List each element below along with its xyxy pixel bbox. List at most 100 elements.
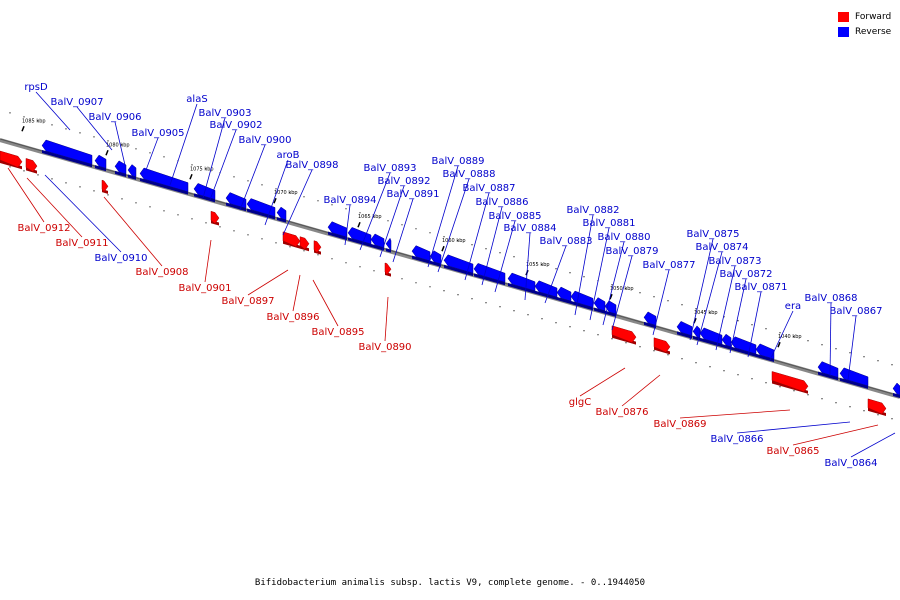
gene-BalV_0905b[interactable] [127, 164, 137, 180]
gene-BalV_0900[interactable] [225, 192, 247, 212]
gene-label-BalV_0880: BalV_0880 [597, 232, 651, 326]
track-dot [247, 234, 249, 236]
track-dot [65, 182, 67, 184]
gene-BalV_0895[interactable] [313, 240, 322, 255]
gene-BalV_0898[interactable] [276, 206, 287, 223]
gene-alaS[interactable] [139, 167, 189, 195]
gene-label-BalV_0889: BalV_0889 [427, 156, 485, 268]
gene-label-BalV_0898: BalV_0898 [282, 160, 339, 236]
gene-BalV_0880[interactable] [593, 297, 606, 314]
track-dot [205, 222, 207, 224]
genome-caption: Bifidobacterium animalis subsp. lactis V… [254, 578, 646, 588]
track-dot [597, 334, 599, 336]
track-dot [765, 382, 767, 384]
gene-BalV_0891[interactable] [385, 237, 392, 253]
svg-text:BalV_0864: BalV_0864 [824, 458, 877, 469]
track-dot [639, 292, 641, 294]
gene-BalV_0897[interactable] [282, 231, 301, 249]
gene-BalV_0912[interactable] [0, 150, 23, 170]
gene-label-BalV_0887: BalV_0887 [462, 183, 516, 281]
track-dot [877, 414, 879, 416]
gene-BalV_0906[interactable] [94, 154, 107, 172]
track-dot [289, 192, 291, 194]
svg-text:BalV_0866: BalV_0866 [710, 434, 763, 445]
track-dot [541, 318, 543, 320]
track-dot [9, 166, 11, 168]
gene-BalV_0875[interactable] [676, 321, 693, 339]
track-dot [807, 340, 809, 342]
gene-BalV_0865[interactable] [867, 398, 887, 417]
track-dot [569, 272, 571, 274]
track-dot [107, 140, 109, 142]
gene-BalV_0889[interactable] [411, 245, 431, 264]
gene-BalV_0901[interactable] [210, 210, 220, 226]
gene-label-BalV_0892: BalV_0892 [377, 176, 431, 258]
gene-label-BalV_0901: BalV_0901 [178, 239, 232, 294]
gene-BalV_0876[interactable] [653, 337, 671, 355]
track-dot [541, 264, 543, 266]
track-dot [513, 310, 515, 312]
gene-BalV_0881[interactable] [570, 290, 594, 311]
gene-BalV_0887[interactable] [443, 254, 474, 277]
gene-glgC[interactable] [611, 325, 637, 345]
gene-label-BalV_0885: BalV_0885 [488, 211, 542, 293]
track-dot [429, 286, 431, 288]
gene-BalV_0877[interactable] [643, 311, 657, 329]
track-dot [863, 356, 865, 358]
gene-BalV_0882[interactable] [556, 286, 572, 305]
gene-label-BalV_0884: BalV_0884 [503, 223, 557, 301]
gene-label-BalV_0900: BalV_0900 [238, 135, 292, 211]
gene-label-BalV_0895: BalV_0895 [311, 279, 365, 338]
track-dot [527, 314, 529, 316]
gene-BalV_0907[interactable] [41, 139, 93, 168]
track-dot [261, 184, 263, 186]
svg-text:BalV_0908: BalV_0908 [135, 267, 188, 278]
track-dot [387, 220, 389, 222]
track-dot [359, 266, 361, 268]
gene-BalV_0867[interactable] [839, 367, 869, 389]
track-dot [877, 360, 879, 362]
gene-label-BalV_0906: BalV_0906 [88, 112, 142, 166]
svg-text:BalV_0865: BalV_0865 [766, 446, 819, 457]
track-dot [303, 250, 305, 252]
gene-BalV_0894[interactable] [327, 221, 348, 241]
gene-BalV_0864[interactable] [892, 382, 900, 398]
track-dot [751, 324, 753, 326]
track-dot [667, 300, 669, 302]
svg-text:BalV_0875: BalV_0875 [686, 229, 739, 240]
gene-label-BalV_0871: BalV_0871 [734, 282, 788, 358]
gene-BalV_0869[interactable] [771, 371, 809, 394]
gene-BalV_0908[interactable] [101, 179, 109, 194]
track-dot [611, 284, 613, 286]
track-dot [667, 354, 669, 356]
gene-BalV_0893[interactable] [347, 227, 372, 247]
track-dot [863, 410, 865, 412]
gene-BalV_0888[interactable] [429, 250, 442, 267]
track-dot [611, 338, 613, 340]
gene-BalV_0884[interactable] [507, 272, 536, 294]
gene-BalV_0896[interactable] [299, 236, 310, 252]
gene-era[interactable] [755, 343, 775, 363]
track-dot [443, 290, 445, 292]
svg-text:era: era [785, 301, 801, 312]
track-dot [331, 258, 333, 260]
gene-BalV_0911[interactable] [25, 158, 38, 174]
gene-label-BalV_0874: BalV_0874 [695, 242, 749, 346]
svg-text:BalV_0877: BalV_0877 [642, 260, 695, 271]
reverse-swatch [838, 26, 849, 37]
gene-label-era: era [769, 301, 801, 361]
track-dot [121, 198, 123, 200]
track-dot [359, 212, 361, 214]
gene-BalV_0890[interactable] [384, 262, 392, 277]
track-dot [261, 238, 263, 240]
gene-BalV_0892[interactable] [370, 233, 385, 251]
track-dot [275, 188, 277, 190]
track-dot [485, 248, 487, 250]
svg-text:BalV_0892: BalV_0892 [377, 176, 430, 187]
track-dot [177, 214, 179, 216]
forward-swatch [838, 11, 849, 22]
gene-BalV_0879[interactable] [604, 300, 617, 317]
gene-BalV_0872[interactable] [721, 333, 732, 350]
svg-text:BalV_0897: BalV_0897 [221, 296, 274, 307]
svg-text:BalV_0902: BalV_0902 [209, 120, 262, 131]
